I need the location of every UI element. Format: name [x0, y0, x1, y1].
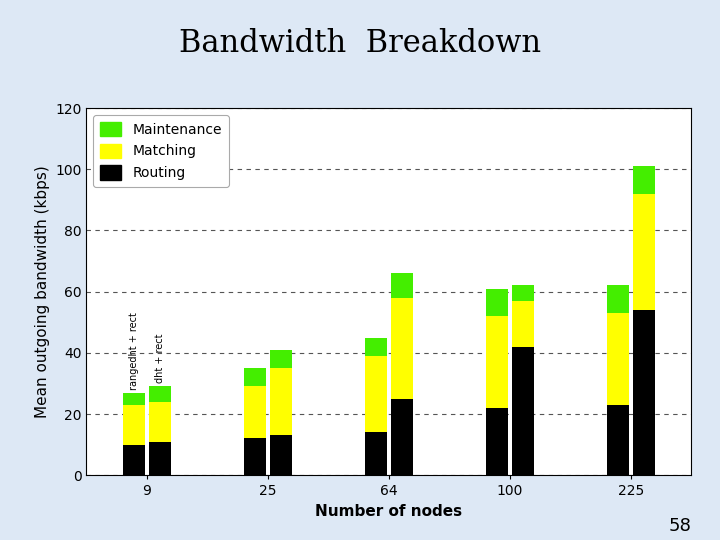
Bar	[270, 435, 292, 475]
Bar	[512, 286, 534, 301]
Bar	[607, 313, 629, 405]
Bar	[633, 194, 654, 310]
Bar	[149, 387, 171, 402]
Bar	[123, 393, 145, 405]
Bar	[244, 387, 266, 438]
Bar	[391, 399, 413, 475]
Bar	[123, 444, 145, 475]
Bar	[365, 338, 387, 356]
Bar	[391, 298, 413, 399]
Bar	[512, 347, 534, 475]
Bar	[149, 442, 171, 475]
Bar	[365, 356, 387, 433]
Bar	[607, 286, 629, 313]
Bar	[365, 433, 387, 475]
Bar	[633, 166, 654, 194]
Bar	[486, 408, 508, 475]
Bar	[512, 301, 534, 347]
Text: rangedht + rect: rangedht + rect	[129, 312, 139, 389]
Bar	[633, 310, 654, 475]
X-axis label: Number of nodes: Number of nodes	[315, 504, 462, 519]
Bar	[123, 405, 145, 444]
Bar	[486, 288, 508, 316]
Bar	[391, 273, 413, 298]
Text: Bandwidth  Breakdown: Bandwidth Breakdown	[179, 28, 541, 59]
Bar	[607, 405, 629, 475]
Legend: Maintenance, Matching, Routing: Maintenance, Matching, Routing	[94, 115, 229, 187]
Bar	[149, 402, 171, 442]
Bar	[270, 368, 292, 435]
Bar	[270, 350, 292, 368]
Bar	[486, 316, 508, 408]
Text: dht + rect: dht + rect	[155, 334, 165, 383]
Text: 58: 58	[668, 517, 691, 535]
Y-axis label: Mean outgoing bandwidth (kbps): Mean outgoing bandwidth (kbps)	[35, 165, 50, 418]
Bar	[244, 438, 266, 475]
Bar	[244, 368, 266, 387]
